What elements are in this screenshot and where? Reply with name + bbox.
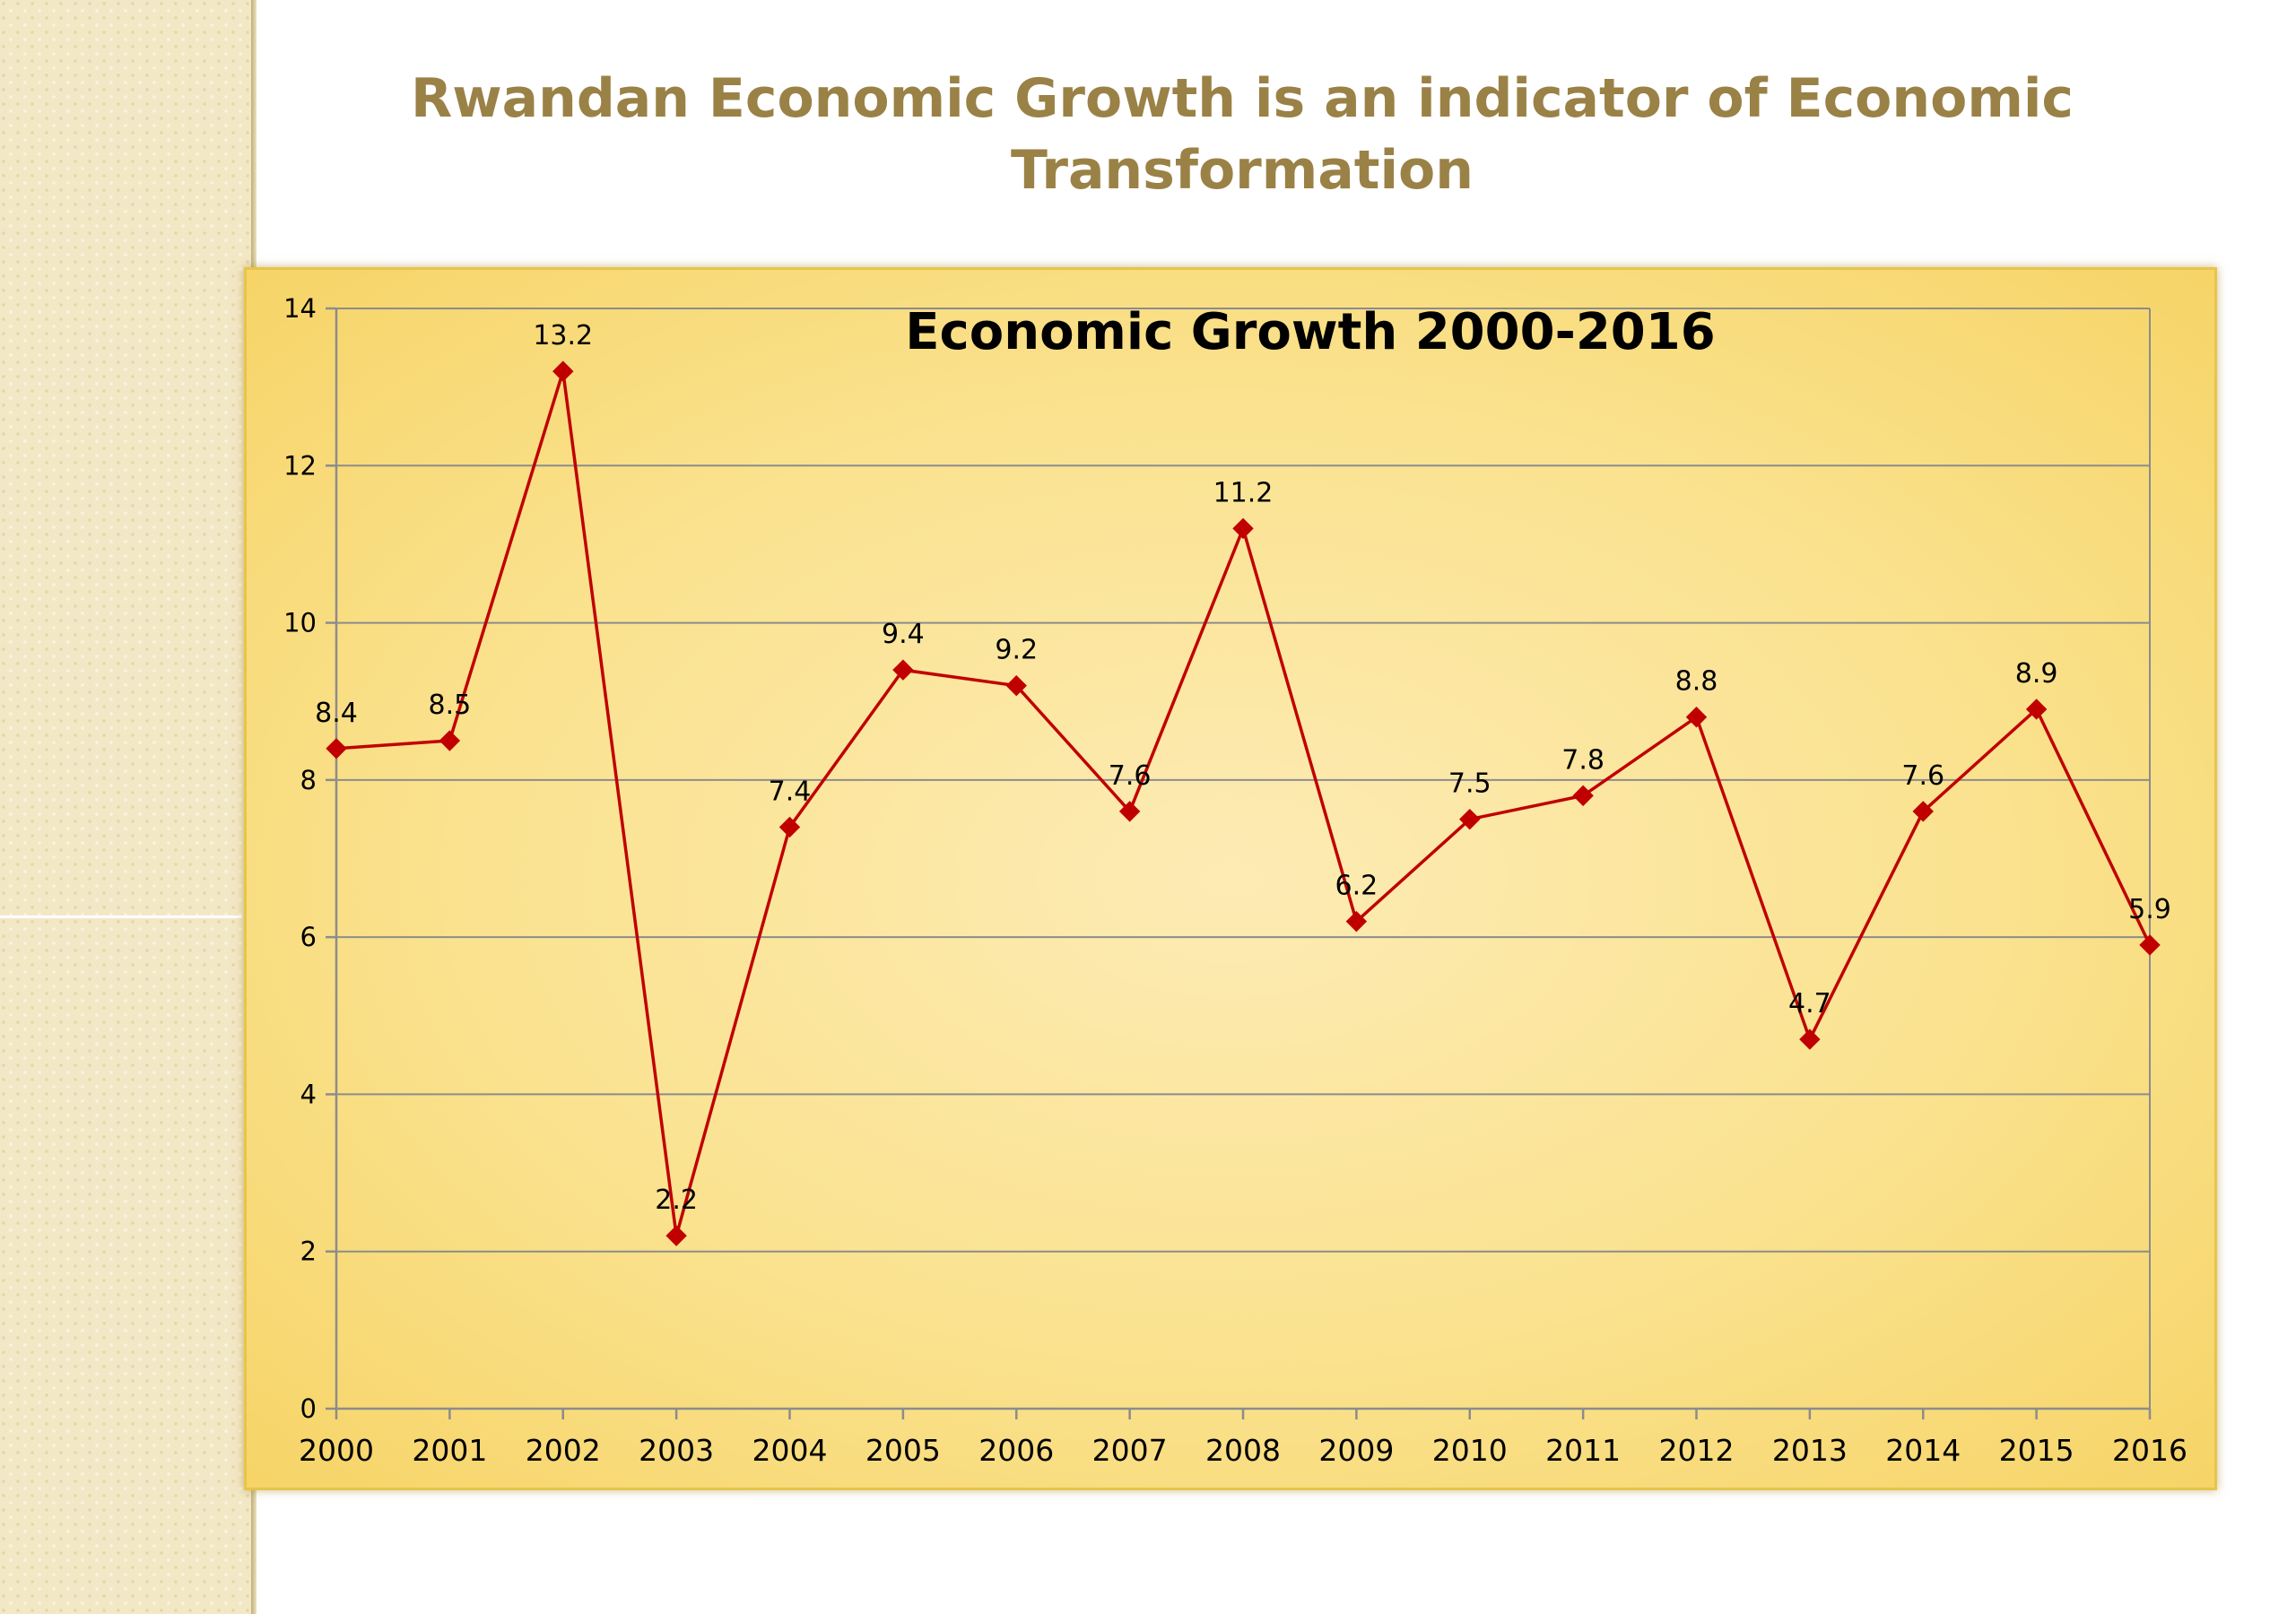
gridlines <box>336 308 2151 1409</box>
x-tick-label: 2008 <box>1205 1433 1281 1468</box>
data-label: 13.2 <box>533 320 593 351</box>
x-tick-label: 2004 <box>752 1433 828 1468</box>
data-series <box>326 360 2161 1246</box>
chart-title: Economic Growth 2000-2016 <box>905 303 1715 361</box>
x-tick-label: 2012 <box>1659 1433 1735 1468</box>
x-tick-label: 2010 <box>1432 1433 1508 1468</box>
x-tick-label: 2007 <box>1092 1433 1168 1468</box>
data-point-marker <box>1912 801 1934 822</box>
y-tick-label: 10 <box>283 608 317 638</box>
y-tick-label: 0 <box>300 1393 317 1424</box>
x-tick-label: 2002 <box>526 1433 601 1468</box>
chart-panel: 0 2 4 6 8 10 12 14 2000 2001 2002 2003 2004 2005 2006 2… <box>244 267 2217 1490</box>
data-point-marker <box>1459 808 1481 830</box>
data-label: 7.8 <box>1561 744 1605 776</box>
data-label: 4.7 <box>1788 988 1831 1020</box>
data-label: 2.2 <box>655 1184 698 1216</box>
x-tick-label: 2000 <box>299 1433 374 1468</box>
x-tick-label: 2003 <box>639 1433 714 1468</box>
data-labels: 8.4 8.5 13.2 2.2 7.4 9.4 9.2 7.6 11.2 6.2 7.5 7.8 8.… <box>315 320 2171 1216</box>
data-point-marker <box>778 816 801 838</box>
data-point-marker <box>665 1225 687 1246</box>
x-tick-label: 2013 <box>1772 1433 1848 1468</box>
data-label: 6.2 <box>1335 871 1378 902</box>
data-point-marker <box>1799 1028 1821 1050</box>
data-label: 7.6 <box>1109 760 1152 792</box>
y-tick-label: 12 <box>283 450 317 481</box>
data-point-marker <box>1232 517 1254 540</box>
data-point-marker <box>2139 934 2161 956</box>
data-point-marker <box>1118 801 1141 822</box>
data-label: 7.6 <box>1901 760 1944 792</box>
y-tick-label: 2 <box>300 1237 317 1267</box>
slide-title: Rwandan Economic Growth is an indicator … <box>411 67 2074 202</box>
x-tick-label: 2001 <box>412 1433 487 1468</box>
x-tick-label: 2009 <box>1318 1433 1394 1468</box>
y-tick-label: 14 <box>283 293 317 324</box>
data-label: 7.5 <box>1448 768 1492 800</box>
axes: 0 2 4 6 8 10 12 14 2000 2001 2002 2003 2004 2005 2006 2… <box>283 293 2187 1468</box>
data-label: 5.9 <box>2128 894 2171 925</box>
x-tick-label: 2015 <box>1999 1433 2074 1468</box>
x-tick-label: 2016 <box>2112 1433 2187 1468</box>
data-label: 9.2 <box>995 635 1038 666</box>
data-label: 8.9 <box>2015 658 2058 690</box>
data-point-marker <box>1345 910 1368 933</box>
line-chart: 0 2 4 6 8 10 12 14 2000 2001 2002 2003 2004 2005 2006 2… <box>283 293 2187 1468</box>
x-tick-label: 2006 <box>978 1433 1054 1468</box>
data-label: 8.5 <box>429 690 472 721</box>
side-bar-divider <box>0 915 242 918</box>
data-label: 8.4 <box>315 698 358 729</box>
data-point-marker <box>1572 785 1594 807</box>
x-tick-label: 2011 <box>1545 1433 1621 1468</box>
data-point-marker <box>439 730 461 751</box>
y-tick-label: 8 <box>300 765 317 795</box>
data-point-marker <box>892 659 914 681</box>
data-label: 7.4 <box>769 776 812 807</box>
data-label: 9.4 <box>882 619 925 650</box>
data-point-marker <box>1685 707 1708 728</box>
data-point-marker <box>1005 674 1027 697</box>
decorative-side-bar <box>0 0 251 1614</box>
y-tick-label: 6 <box>300 922 317 952</box>
data-point-marker <box>2025 699 2048 720</box>
data-point-marker <box>552 360 574 382</box>
data-point-marker <box>326 738 347 759</box>
y-tick-label: 4 <box>300 1079 317 1109</box>
x-tick-label: 2005 <box>865 1433 941 1468</box>
x-tick-label: 2014 <box>1885 1433 1961 1468</box>
data-label: 11.2 <box>1213 477 1274 508</box>
data-label: 8.8 <box>1675 666 1718 698</box>
